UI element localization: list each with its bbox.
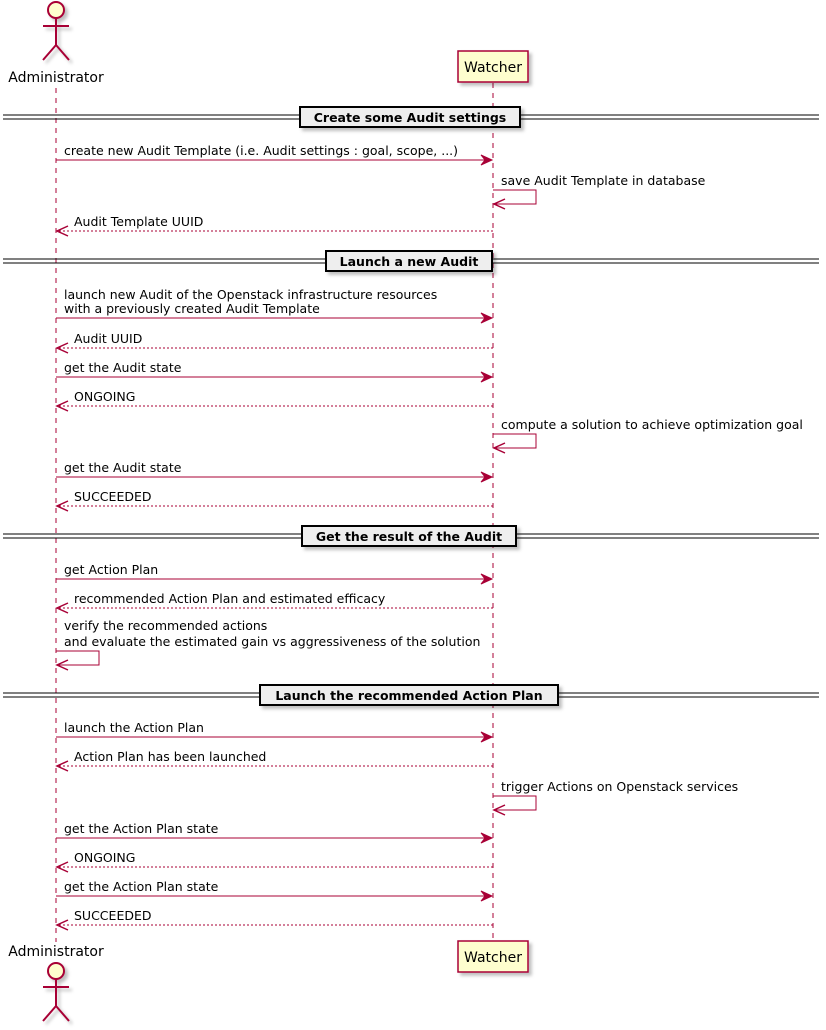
arrow-head [55, 602, 69, 614]
divider-label: Get the result of the Audit [316, 529, 502, 544]
message-2: save Audit Template in database [492, 173, 706, 210]
participant-label-administrator-bottom: Administrator [8, 944, 104, 960]
message-label: launch the Action Plan [64, 720, 204, 735]
message-20: SUCCEEDED [55, 908, 493, 931]
actor-legs [42, 43, 70, 61]
message-19: get the Action Plan state [56, 879, 494, 902]
self-arrow-line [493, 795, 537, 811]
participant-label-watcher-bottom: Watcher [464, 950, 522, 966]
message-label: and evaluate the estimated gain vs aggre… [64, 634, 480, 649]
actor-head [47, 962, 65, 980]
arrow-head [492, 804, 506, 816]
message-label: get the Action Plan state [64, 879, 219, 894]
message-label: Action Plan has been launched [74, 749, 266, 764]
divider-label: Launch the recommended Action Plan [275, 688, 542, 703]
message-label: verify the recommended actions [64, 618, 267, 633]
arrow-head [492, 198, 506, 210]
message-1: create new Audit Template (i.e. Audit se… [56, 143, 494, 166]
actor-head [47, 1, 65, 19]
arrow-head [55, 342, 69, 354]
message-label: SUCCEEDED [74, 489, 151, 504]
arrow-head [480, 312, 494, 324]
message-15: Action Plan has been launched [55, 749, 493, 772]
divider-box [301, 525, 517, 547]
message-label: get the Action Plan state [64, 821, 219, 836]
message-label: trigger Actions on Openstack services [501, 779, 738, 794]
arrow-head [55, 861, 69, 873]
arrow-head [480, 371, 494, 383]
participant-box-watcher-bottom [457, 940, 529, 973]
message-label: get the Audit state [64, 360, 182, 375]
actor-legs [42, 1004, 70, 1022]
message-label: Audit Template UUID [74, 214, 203, 229]
divider-label: Launch a new Audit [340, 254, 479, 269]
message-14: launch the Action Plan [56, 720, 494, 743]
message-label: compute a solution to achieve optimizati… [501, 417, 803, 432]
arrow-head [55, 500, 69, 512]
actor-administrator-top [42, 1, 70, 61]
message-18: ONGOING [55, 850, 493, 873]
message-label: create new Audit Template (i.e. Audit se… [64, 143, 458, 158]
arrow-head [480, 154, 494, 166]
actor-administrator-bottom [42, 962, 70, 1022]
divider-label: Create some Audit settings [314, 110, 507, 125]
arrow-head [480, 731, 494, 743]
self-arrow-line [493, 189, 537, 205]
message-label: with a previously created Audit Template [64, 301, 320, 316]
message-8: compute a solution to achieve optimizati… [492, 417, 803, 454]
arrow-head [55, 659, 69, 671]
message-label: ONGOING [74, 389, 135, 404]
divider-box [259, 684, 559, 706]
divider-box [325, 250, 493, 272]
arrow-head [55, 400, 69, 412]
message-9: get the Audit state [56, 460, 494, 483]
arrow-head [480, 573, 494, 585]
message-label: SUCCEEDED [74, 908, 151, 923]
arrow-head [55, 760, 69, 772]
arrow-head [492, 442, 506, 454]
message-7: ONGOING [55, 389, 493, 412]
arrow-head [55, 919, 69, 931]
message-3: Audit Template UUID [55, 214, 493, 237]
message-label: save Audit Template in database [501, 173, 706, 188]
message-11: get Action Plan [56, 562, 494, 585]
message-17: get the Action Plan state [56, 821, 494, 844]
message-5: Audit UUID [55, 331, 493, 354]
message-10: SUCCEEDED [55, 489, 493, 512]
message-4: launch new Audit of the Openstack infras… [56, 287, 494, 324]
message-label: Audit UUID [74, 331, 142, 346]
message-label: get Action Plan [64, 562, 158, 577]
participant-box-watcher-top [457, 50, 529, 83]
arrow-head [480, 471, 494, 483]
arrow-head [480, 890, 494, 902]
arrow-head [480, 832, 494, 844]
message-label: launch new Audit of the Openstack infras… [64, 287, 437, 302]
message-label: ONGOING [74, 850, 135, 865]
message-6: get the Audit state [56, 360, 494, 383]
message-12: recommended Action Plan and estimated ef… [55, 591, 493, 614]
participant-label-watcher-top: Watcher [464, 60, 522, 76]
self-arrow-line [56, 650, 100, 666]
message-label: get the Audit state [64, 460, 182, 475]
divider-box [299, 106, 521, 128]
self-arrow-line [493, 433, 537, 449]
arrow-head [55, 225, 69, 237]
participant-label-administrator-top: Administrator [8, 70, 104, 86]
message-label: recommended Action Plan and estimated ef… [74, 591, 386, 606]
message-16: trigger Actions on Openstack services [492, 779, 738, 816]
